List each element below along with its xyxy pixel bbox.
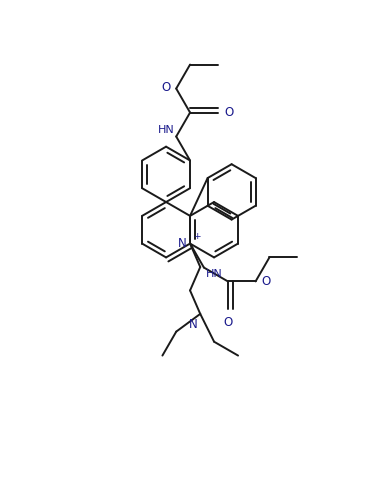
Text: +: + (193, 232, 201, 241)
Text: O: O (162, 81, 171, 93)
Text: N: N (188, 318, 197, 331)
Text: HN: HN (157, 125, 174, 135)
Text: O: O (262, 275, 271, 288)
Text: O: O (224, 106, 233, 119)
Text: O: O (223, 316, 232, 329)
Text: N: N (178, 237, 187, 250)
Text: HN: HN (206, 270, 223, 279)
